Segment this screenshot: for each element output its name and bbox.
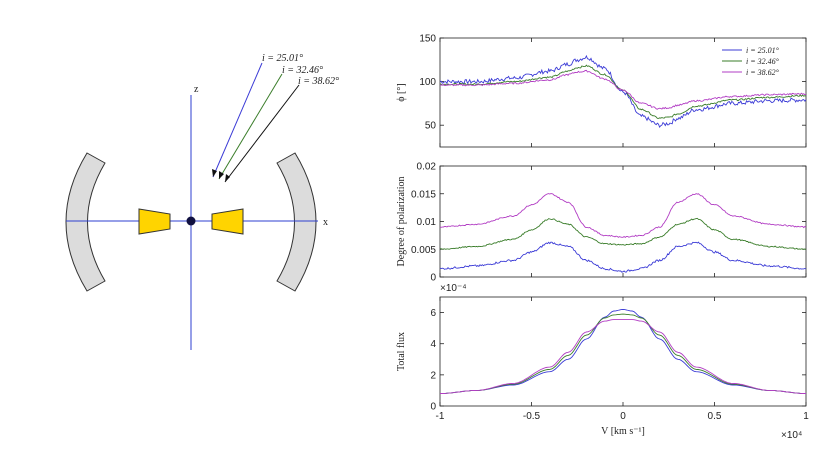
- x-exponent: ×10⁴: [781, 430, 802, 441]
- x-axis-label: V [km s⁻¹]: [601, 426, 645, 437]
- central-source: [186, 216, 196, 226]
- legend: i = 25.01° i = 32.46° i = 38.62°: [718, 41, 803, 79]
- legend-entry: i = 38.62°: [746, 68, 780, 77]
- y-tick-label: 100: [419, 77, 436, 88]
- inclination-label-1: i = 25.01°: [262, 53, 303, 64]
- series-line-3: [439, 193, 807, 238]
- y-exponent: ×10⁻⁴: [440, 283, 467, 294]
- panel-bottom: 0 2 4 6 -1 -0.5 0 0.5 1×10⁴ V [km s⁻¹] ×10⁻⁴ Total …: [396, 283, 809, 441]
- plot-frame: [439, 165, 807, 278]
- x-axis-label: x: [323, 217, 328, 228]
- series-line-1: [439, 241, 807, 273]
- inclination-label-3: i = 38.62°: [298, 76, 339, 87]
- x-tick-label: 1: [803, 411, 809, 422]
- y-tick-label: 0.015: [411, 189, 436, 200]
- panel-middle: 0 0.005 0.01 0.015 0.02 Degree of polarizatio…: [396, 162, 807, 284]
- panel-top: 50 100 150 ϕ [°] i = 25.01° i = 32.46° i = 38.…: [396, 34, 807, 148]
- y-tick-label: 6: [430, 308, 436, 319]
- series-line-1: [440, 309, 806, 394]
- left-torus: [138, 208, 171, 235]
- right-cloud-arc: [276, 152, 317, 292]
- y-tick-label: 0.02: [417, 162, 437, 173]
- arrowhead-2: [219, 171, 224, 179]
- plot-frame: [439, 296, 807, 407]
- y-axis-label: Degree of polarization: [396, 177, 407, 267]
- y-tick-label: 2: [430, 370, 436, 381]
- arrowhead-3: [225, 174, 230, 182]
- x-tick-label: -0.5: [523, 411, 541, 422]
- y-axis-label: Total flux: [396, 332, 407, 371]
- right-torus: [211, 208, 244, 235]
- legend-box: [718, 41, 803, 79]
- series-line-3: [440, 319, 806, 394]
- left-cloud-arc: [65, 152, 106, 292]
- y-axis-label: ϕ [°]: [396, 83, 407, 101]
- x-tick-label: 0.5: [708, 411, 722, 422]
- y-tick-label: 4: [430, 339, 436, 350]
- y-tick-label: 0.005: [411, 245, 436, 256]
- los-arrow-2: [218, 73, 283, 180]
- los-arrow-3: [224, 84, 300, 183]
- y-tick-label: 0: [430, 402, 436, 413]
- series-line-1: [439, 54, 807, 129]
- y-tick-label: 50: [425, 121, 437, 132]
- inclination-label-2: i = 32.46°: [282, 65, 323, 76]
- geometry-diagram: x z i = 25.01° i = 32.46° i = 38.62°: [65, 53, 339, 350]
- arrowhead-1: [212, 169, 217, 177]
- x-tick-label: -1: [436, 411, 445, 422]
- y-tick-label: 0: [430, 273, 436, 284]
- y-tick-label: 150: [419, 34, 436, 45]
- legend-entry: i = 32.46°: [746, 57, 780, 66]
- x-tick-label: 0: [620, 411, 626, 422]
- series-line-2: [440, 313, 806, 394]
- series-line-3: [439, 69, 807, 110]
- los-arrow-1: [212, 62, 263, 178]
- z-axis-label: z: [194, 84, 199, 95]
- legend-entry: i = 25.01°: [746, 46, 780, 55]
- series-line-2: [440, 217, 807, 250]
- y-tick-label: 0.01: [417, 217, 437, 228]
